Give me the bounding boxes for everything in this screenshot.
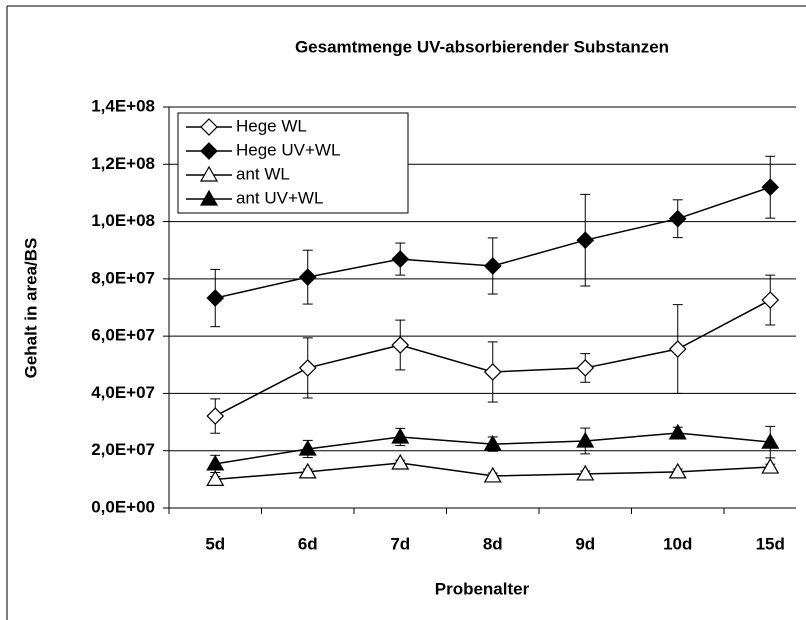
marker bbox=[761, 457, 780, 474]
y-tick-label: 8,0E+07 bbox=[91, 268, 155, 287]
x-tick-label: 15d bbox=[756, 534, 785, 553]
y-axis-label: Gehalt in area/BS bbox=[21, 238, 40, 379]
legend-label: Hege UV+WL bbox=[236, 140, 340, 159]
legend-label: ant UV+WL bbox=[236, 188, 323, 207]
y-tick-label: 1,4E+08 bbox=[91, 96, 155, 115]
marker bbox=[298, 462, 317, 479]
marker bbox=[576, 359, 595, 377]
marker bbox=[206, 454, 225, 471]
marker bbox=[483, 363, 502, 381]
marker bbox=[668, 209, 687, 228]
x-tick-label: 9d bbox=[575, 534, 595, 553]
marker bbox=[761, 432, 780, 449]
marker bbox=[298, 439, 317, 456]
legend-label: Hege WL bbox=[236, 116, 307, 135]
marker bbox=[391, 427, 410, 444]
marker bbox=[391, 336, 410, 354]
x-axis-label: Probenalter bbox=[435, 579, 530, 598]
marker bbox=[298, 268, 317, 286]
chart-title: Gesamtmenge UV-absorbierender Substanzen bbox=[295, 37, 669, 56]
legend-marker bbox=[200, 142, 218, 160]
marker bbox=[576, 464, 595, 481]
marker bbox=[761, 291, 780, 309]
y-tick-label: 6,0E+07 bbox=[91, 326, 155, 345]
marker bbox=[483, 434, 502, 451]
x-tick-label: 5d bbox=[205, 534, 225, 553]
marker bbox=[391, 250, 410, 268]
marker bbox=[668, 340, 687, 358]
marker bbox=[298, 359, 317, 377]
marker bbox=[206, 470, 225, 486]
marker bbox=[576, 431, 595, 448]
marker bbox=[668, 423, 687, 440]
marker bbox=[391, 453, 410, 470]
y-tick-label: 1,0E+08 bbox=[91, 211, 155, 230]
marker bbox=[206, 289, 225, 307]
y-tick-label: 4,0E+07 bbox=[91, 383, 155, 402]
legend-label: ant WL bbox=[236, 164, 290, 183]
marker bbox=[668, 462, 687, 479]
x-tick-label: 7d bbox=[390, 534, 410, 553]
marker bbox=[483, 466, 502, 483]
marker bbox=[761, 178, 780, 197]
y-tick-label: 2,0E+07 bbox=[91, 440, 155, 459]
y-tick-label: 1,2E+08 bbox=[91, 154, 155, 173]
legend-box bbox=[177, 112, 409, 214]
y-tick-label: 0,0E+00 bbox=[91, 497, 155, 516]
legend-marker bbox=[200, 118, 218, 136]
x-tick-label: 10d bbox=[663, 534, 692, 553]
legend-marker bbox=[199, 165, 219, 182]
marker bbox=[576, 231, 595, 250]
legend-marker bbox=[199, 189, 219, 206]
x-tick-label: 8d bbox=[483, 534, 503, 553]
marker bbox=[483, 257, 502, 275]
marker bbox=[206, 407, 225, 425]
x-tick-label: 6d bbox=[298, 534, 318, 553]
